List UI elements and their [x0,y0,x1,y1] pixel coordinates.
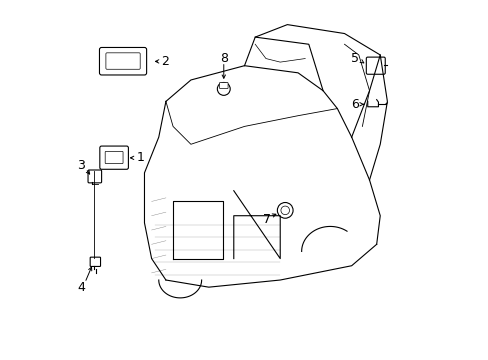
Text: 7: 7 [262,213,270,226]
Text: 8: 8 [219,52,227,65]
FancyBboxPatch shape [100,146,128,169]
Text: 6: 6 [350,98,358,111]
FancyBboxPatch shape [219,82,227,89]
FancyBboxPatch shape [106,53,140,69]
Text: 4: 4 [77,281,85,294]
Text: 1: 1 [136,151,144,164]
FancyBboxPatch shape [105,152,123,163]
FancyBboxPatch shape [99,48,146,75]
Text: 5: 5 [350,52,358,65]
Text: 2: 2 [162,55,169,68]
FancyBboxPatch shape [90,257,101,266]
FancyBboxPatch shape [366,57,385,74]
FancyBboxPatch shape [88,170,102,183]
Text: 3: 3 [77,159,85,172]
